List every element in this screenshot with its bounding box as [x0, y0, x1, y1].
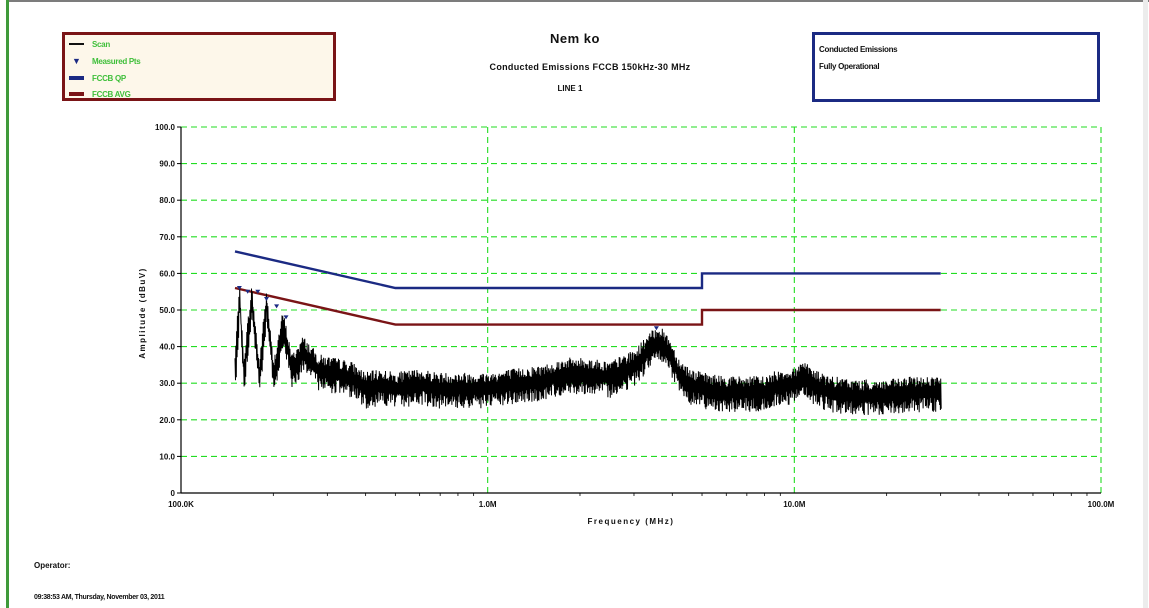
tick-labels: 0 10.0 20.0 30.0 40.0 50.0 60.0 70.0 80.0 90.0 100… [155, 123, 1115, 509]
y-axis-label: Amplitude (dBuV) [138, 267, 147, 359]
x-tick-label: 100.0K [168, 500, 194, 509]
x-tick-label: 1.0M [479, 500, 497, 509]
y-tick-label: 70.0 [159, 233, 175, 242]
y-tick-label: 80.0 [159, 196, 175, 205]
y-tick-label: 100.0 [155, 123, 176, 132]
measured-point-marker [653, 326, 659, 331]
y-tick-label: 10.0 [159, 452, 175, 461]
y-tick-label: 90.0 [159, 160, 175, 169]
legend-label-qp: FCCB QP [92, 73, 126, 83]
window-left-edge [6, 0, 9, 608]
measured-point-marker [245, 289, 251, 294]
measured-point-marker [283, 315, 289, 320]
legend-item-measured-pts: ▼ Measured Pts [69, 55, 141, 67]
chart-title: Nem ko [550, 31, 600, 46]
legend-item-qp: FCCB QP [69, 72, 126, 84]
legend-swatch-scan [69, 43, 84, 45]
legend-label-avg: FCCB AVG [92, 89, 131, 99]
y-tick-label: 60.0 [159, 269, 175, 278]
chart-subtitle: Conducted Emissions FCCB 150kHz-30 MHz [489, 62, 691, 72]
series-fccb-qp-line [234, 250, 941, 290]
info-line-mode: Fully Operational [819, 62, 880, 71]
legend-swatch-avg [69, 92, 84, 96]
timestamp: 09:38:53 AM, Thursday, November 03, 2011 [34, 594, 165, 601]
info-box: Conducted Emissions Fully Operational [812, 32, 1100, 102]
series [234, 250, 942, 416]
window-right-edge [1143, 0, 1148, 608]
legend-item-avg: FCCB AVG [69, 88, 131, 100]
series-fccb-avg-line [234, 286, 941, 326]
measured-point-marker [255, 289, 261, 294]
chart-line-label: LINE 1 [557, 84, 583, 93]
measured-point-marker [236, 286, 242, 291]
legend-swatch-qp [69, 76, 84, 80]
axes [177, 126, 1101, 496]
y-tick-label: 40.0 [159, 343, 175, 352]
legend: Scan ▼ Measured Pts FCCB QP FCCB AVG [62, 32, 336, 101]
measured-point-marker [274, 304, 280, 309]
legend-item-scan: Scan [69, 38, 110, 50]
info-line-test: Conducted Emissions [819, 45, 898, 54]
x-axis-label: Frequency (MHz) [588, 517, 675, 526]
legend-label-scan: Scan [92, 39, 110, 49]
y-tick-label: 50.0 [159, 306, 175, 315]
operator-label: Operator: [34, 561, 71, 570]
grid [181, 126, 1102, 493]
window-top-edge [6, 0, 1149, 2]
x-tick-label: 100.0M [1088, 500, 1115, 509]
measured-point-marker [263, 297, 269, 302]
y-tick-label: 30.0 [159, 379, 175, 388]
series-scan-trace [234, 286, 942, 416]
y-tick-label: 20.0 [159, 416, 175, 425]
x-tick-label: 10.0M [783, 500, 806, 509]
y-tick-label: 0 [171, 489, 176, 498]
legend-marker-icon: ▼ [72, 56, 81, 66]
legend-label-measured-pts: Measured Pts [92, 56, 141, 66]
